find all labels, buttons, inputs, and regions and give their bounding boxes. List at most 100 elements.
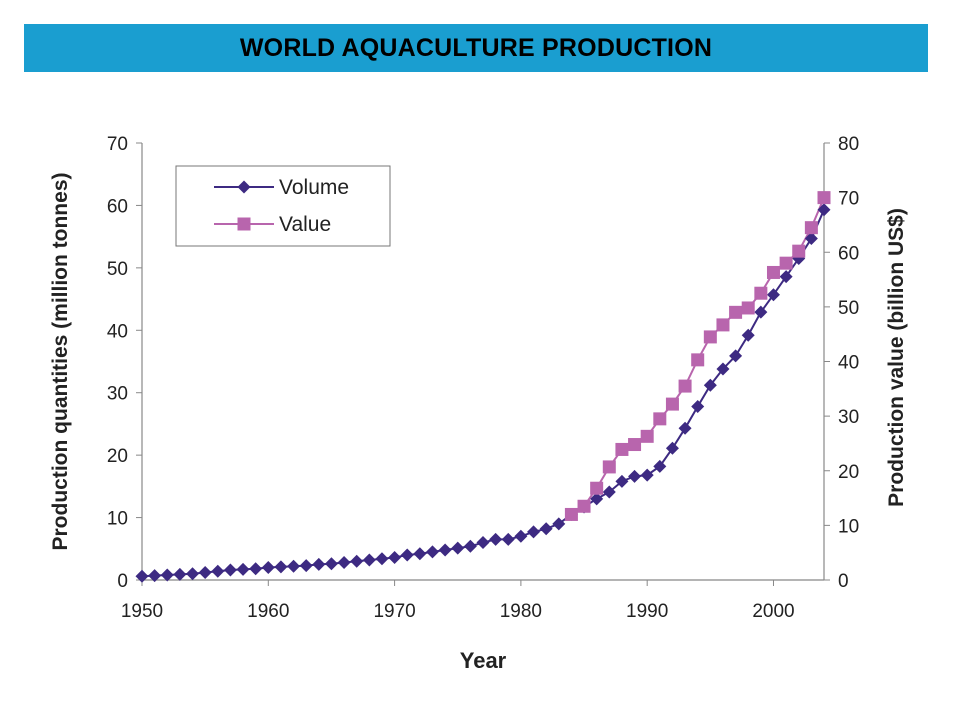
volume-point — [514, 529, 528, 543]
value-point — [716, 318, 730, 332]
x-tick-label: 1950 — [121, 601, 163, 622]
legend-value-marker — [237, 217, 251, 231]
volume-point — [602, 485, 616, 499]
volume-point — [274, 560, 288, 574]
volume-point — [590, 492, 604, 506]
title-banner: WORLD AQUACULTURE PRODUCTION — [24, 24, 928, 72]
volume-point — [186, 567, 200, 581]
x-tick-label: 1990 — [626, 601, 668, 622]
value-point — [729, 305, 743, 319]
volume-point — [236, 562, 250, 576]
x-tick-label: 1980 — [500, 601, 542, 622]
volume-point — [615, 474, 629, 488]
legend-value-label: Value — [279, 213, 331, 236]
volume-point — [703, 378, 717, 392]
value-point — [792, 244, 806, 258]
volume-point — [678, 421, 692, 435]
volume-point — [729, 349, 743, 363]
volume-point — [173, 567, 187, 581]
y-left-tick-label: 40 — [107, 321, 128, 342]
volume-point — [350, 554, 364, 568]
y-right-tick-label: 30 — [838, 407, 859, 428]
volume-point — [375, 552, 389, 566]
value-point — [577, 499, 591, 513]
series-markers — [135, 191, 831, 583]
volume-point — [741, 328, 755, 342]
y-left-tick-label: 10 — [107, 509, 128, 530]
value-point — [741, 301, 755, 315]
volume-point — [779, 270, 793, 284]
y-right-tick-label: 80 — [838, 134, 859, 155]
y-right-tick-label: 60 — [838, 243, 859, 264]
volume-point — [501, 532, 515, 546]
value-point — [804, 221, 818, 235]
volume-point — [400, 548, 414, 562]
volume-series-line — [141, 209, 825, 578]
volume-point — [337, 556, 351, 570]
x-axis-label: Year — [460, 648, 507, 673]
chart-area: 0 10 20 30 40 50 60 70 0 10 20 30 40 50 60 70 80 1950 1960… — [0, 80, 960, 720]
legend-volume-marker — [237, 180, 251, 194]
volume-point — [312, 557, 326, 571]
y-left-tick-label: 50 — [107, 259, 128, 280]
page-title: WORLD AQUACULTURE PRODUCTION — [239, 33, 713, 62]
value-point — [817, 191, 831, 205]
y-right-tick-label: 70 — [838, 189, 859, 210]
volume-point — [691, 399, 705, 413]
legend-volume-label: Volume — [279, 176, 349, 199]
volume-point — [261, 561, 275, 575]
volume-point — [249, 562, 263, 576]
x-tick-label: 1970 — [373, 601, 415, 622]
y-left-tick-label: 30 — [107, 384, 128, 405]
value-point — [590, 481, 604, 495]
volume-point — [665, 441, 679, 455]
value-point — [628, 438, 642, 452]
x-tick-label: 2000 — [752, 601, 794, 622]
y-left-tick-label: 60 — [107, 196, 128, 217]
y-axis-right-label: Production value (billion US$) — [885, 208, 908, 507]
volume-point — [287, 559, 301, 573]
volume-point — [362, 553, 376, 567]
volume-point — [817, 203, 831, 217]
volume-point — [198, 566, 212, 580]
y-right-tick-label: 0 — [838, 571, 849, 592]
volume-point — [628, 469, 642, 483]
volume-point — [804, 232, 818, 246]
volume-point — [299, 559, 313, 573]
volume-point — [135, 569, 149, 583]
volume-point — [211, 564, 225, 578]
volume-point — [527, 525, 541, 539]
value-point — [779, 256, 793, 270]
value-point — [678, 379, 692, 393]
legend-box — [175, 165, 391, 247]
y-left-tick-label: 0 — [117, 571, 128, 592]
volume-point — [438, 543, 452, 557]
volume-point — [223, 563, 237, 577]
volume-point — [653, 459, 667, 473]
value-point — [754, 286, 768, 300]
volume-point — [425, 545, 439, 559]
value-point — [602, 460, 616, 474]
volume-point — [716, 362, 730, 376]
volume-point — [148, 569, 162, 583]
volume-point — [463, 539, 477, 553]
volume-point — [489, 532, 503, 546]
x-tick-label: 1960 — [247, 601, 289, 622]
value-point — [653, 412, 667, 426]
aquaculture-chart: 0 10 20 30 40 50 60 70 0 10 20 30 40 50 60 70 80 1950 1960… — [49, 134, 908, 673]
volume-point — [451, 541, 465, 555]
volume-point — [413, 547, 427, 561]
volume-point — [539, 522, 553, 536]
y-left-tick-label: 20 — [107, 446, 128, 467]
volume-point — [160, 568, 174, 582]
value-point — [665, 397, 679, 411]
volume-point — [640, 468, 654, 482]
tick-labels: 0 10 20 30 40 50 60 70 0 10 20 30 40 50 60 70 80 1950 1960… — [107, 134, 859, 622]
value-point — [703, 330, 717, 344]
legend: Volume Value — [175, 165, 391, 247]
series-lines — [141, 197, 825, 578]
value-point — [691, 353, 705, 367]
y-axis-left-label: Production quantities (million tonnes) — [49, 173, 72, 551]
y-right-tick-label: 10 — [838, 516, 859, 537]
value-point — [766, 265, 780, 279]
